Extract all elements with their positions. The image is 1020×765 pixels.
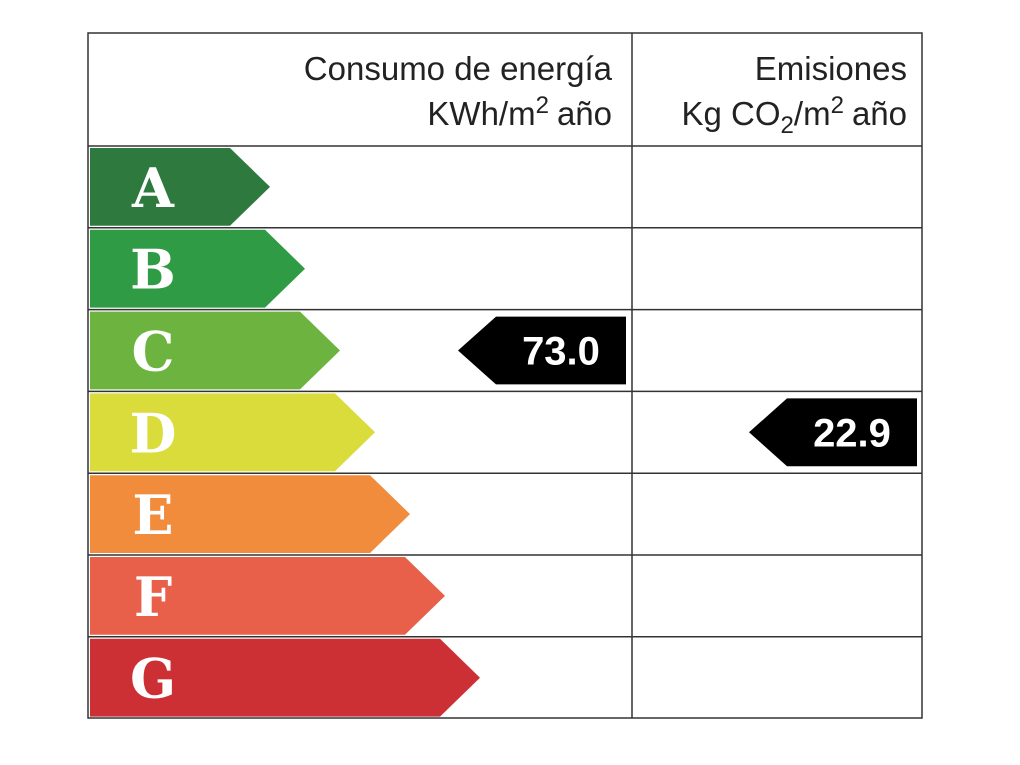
value-text: 73.0 (522, 330, 600, 374)
energy-unit: KWh/m2 año (427, 92, 612, 132)
class-letter: B (130, 238, 176, 302)
unit-sup: 2 (536, 92, 549, 119)
class-arrow (90, 475, 410, 553)
emissions-unit: Kg CO2/m2 año (682, 92, 908, 139)
value-tag (749, 398, 917, 467)
unit-sub: 2 (781, 112, 794, 139)
class-arrow (90, 311, 340, 390)
class-letter: G (130, 647, 176, 711)
energy-title: Consumo de energía (304, 50, 613, 87)
unit-sup: 2 (831, 92, 844, 119)
class-letter: F (134, 565, 172, 629)
class-letter: C (132, 320, 175, 384)
value-tag (458, 316, 626, 385)
class-arrow (90, 229, 305, 308)
class-letter: E (132, 483, 173, 547)
class-letter: D (130, 401, 177, 465)
emissions-title: Emisiones (755, 50, 907, 87)
unit-part: /m (794, 95, 831, 132)
unit-part: año (557, 95, 612, 132)
unit-part: año (852, 95, 907, 132)
value-text: 22.9 (813, 411, 891, 455)
class-arrow (90, 638, 480, 717)
class-arrow (90, 393, 375, 472)
class-letter: A (131, 156, 175, 220)
class-arrow (90, 148, 270, 226)
unit-part: Kg CO (682, 95, 781, 132)
table-frame (87, 32, 923, 719)
class-arrow (90, 557, 445, 635)
unit-part: KWh/m (427, 95, 535, 132)
